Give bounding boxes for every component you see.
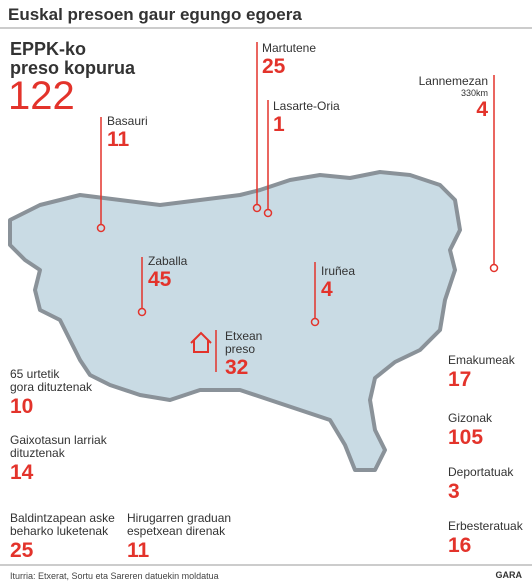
pins <box>96 42 499 372</box>
total-label: EPPK-ko preso kopurua <box>10 40 135 78</box>
label: 65 urtetik <box>10 367 60 381</box>
title: Euskal presoen gaur egungo egoera <box>8 5 302 24</box>
label: Erbesteratuak <box>448 519 523 533</box>
label: Lannemezan <box>418 74 488 88</box>
value: 45 <box>148 268 172 291</box>
region-map <box>8 170 462 472</box>
value: 32 <box>225 356 249 379</box>
label-line: preso kopurua <box>10 58 136 78</box>
value: 105 <box>448 426 484 449</box>
label: Hirugarren graduan <box>127 511 232 525</box>
label: Zaballa <box>148 254 188 268</box>
label: Martutene <box>262 41 317 55</box>
pin <box>137 307 147 317</box>
value: 25 <box>10 539 34 562</box>
label: Emakumeak <box>448 353 515 367</box>
value: 10 <box>10 395 34 418</box>
label: preso <box>225 342 256 356</box>
pin <box>263 208 273 218</box>
value: 17 <box>448 368 472 391</box>
value: 11 <box>127 539 150 562</box>
label: Lasarte-Oria <box>273 99 340 113</box>
value: 14 <box>10 461 34 484</box>
label: gora dituztenak <box>10 380 93 394</box>
label: Basauri <box>107 114 148 128</box>
label: Gaixotasun larriak <box>10 433 107 447</box>
pin <box>489 263 499 273</box>
label-line: EPPK-ko <box>10 39 87 59</box>
value: 4 <box>476 98 488 121</box>
note: 330km <box>460 88 488 98</box>
label: Etxean <box>225 329 263 343</box>
pin <box>310 317 320 327</box>
value: 3 <box>448 480 460 503</box>
home-icon <box>190 331 212 353</box>
label: Iruñea <box>321 264 356 278</box>
label: Deportatuak <box>448 465 514 479</box>
label: dituztenak <box>10 446 65 460</box>
label: espetxean direnak <box>127 524 226 538</box>
value: 25 <box>262 55 286 78</box>
label: Gizonak <box>448 411 493 425</box>
label: Baldintzapean aske <box>10 511 115 525</box>
label: beharko luketenak <box>10 524 109 538</box>
value: 16 <box>448 534 472 557</box>
value: 1 <box>273 113 285 136</box>
credit: GARA <box>495 570 523 580</box>
value: 11 <box>107 128 130 151</box>
value: 4 <box>321 278 333 301</box>
total-value: 122 <box>8 74 75 118</box>
pin <box>252 203 262 213</box>
pin <box>96 223 106 233</box>
source: Iturria: Etxerat, Sortu eta Sareren datu… <box>10 571 219 581</box>
